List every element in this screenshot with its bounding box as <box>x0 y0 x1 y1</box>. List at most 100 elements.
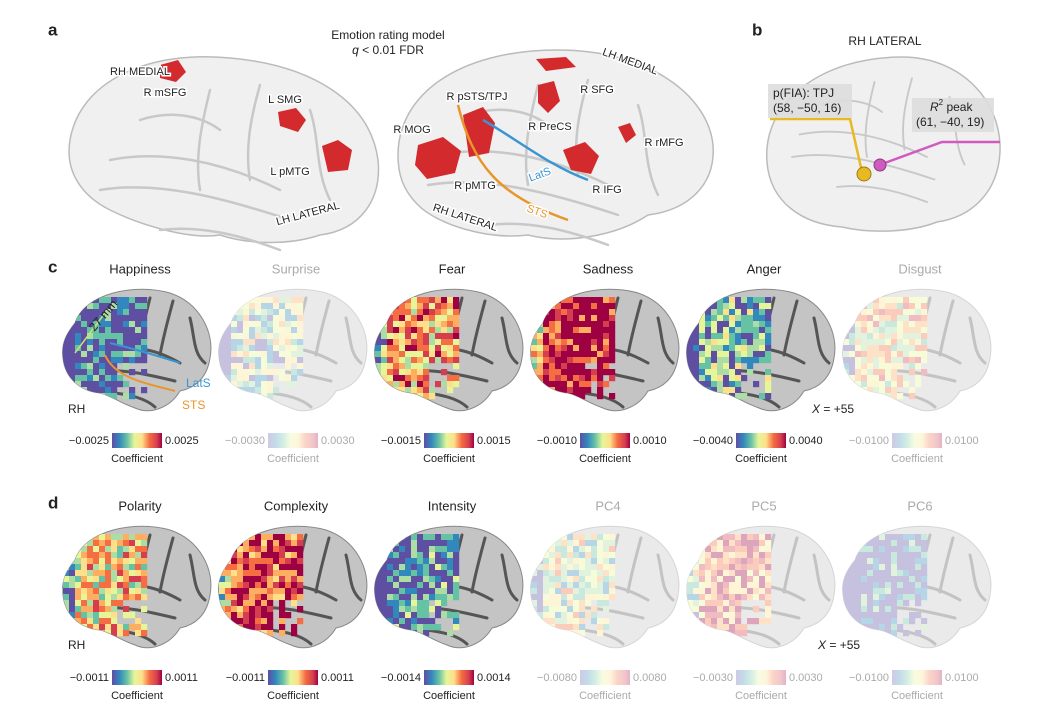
heat-cell <box>753 303 760 310</box>
heat-cell <box>567 297 574 304</box>
heat-cell <box>747 552 754 559</box>
heat-cell <box>711 564 718 571</box>
heat-cell <box>237 630 244 637</box>
heat-cell <box>597 333 604 340</box>
heat-cell <box>842 375 844 382</box>
panel-label: c <box>48 257 57 276</box>
heat-cell <box>686 600 688 607</box>
heat-cell <box>231 303 238 310</box>
heat-cell <box>387 321 394 328</box>
heat-cell <box>849 339 856 346</box>
heat-cell <box>243 357 250 364</box>
heat-cell <box>219 624 226 631</box>
heat-cell <box>842 594 844 601</box>
heat-cell <box>765 534 772 541</box>
heat-cell <box>285 309 292 316</box>
heat-cell <box>219 321 226 328</box>
heat-cell <box>429 624 436 631</box>
heat-cell <box>723 321 730 328</box>
heat-cell <box>417 339 424 346</box>
heat-cell <box>537 546 544 553</box>
heat-cell <box>555 351 562 358</box>
heat-cell <box>686 339 688 346</box>
heat-cell <box>267 345 274 352</box>
heat-cell <box>237 564 244 571</box>
heat-cell <box>141 582 148 589</box>
heat-cell <box>603 297 610 304</box>
heat-cell <box>279 303 286 310</box>
heat-cell <box>405 558 412 565</box>
heat-cell <box>249 357 256 364</box>
x-value: = +55 <box>820 402 854 416</box>
heat-cell <box>225 339 232 346</box>
heat-cell <box>105 582 112 589</box>
heat-cell <box>231 618 238 625</box>
brain-map <box>374 525 524 649</box>
heat-cell <box>861 606 868 613</box>
heat-cell <box>435 321 442 328</box>
heat-cell <box>861 309 868 316</box>
heat-cell <box>135 321 142 328</box>
heat-cell <box>249 381 256 388</box>
heat-cell <box>855 582 862 589</box>
heat-cell <box>729 351 736 358</box>
heat-cell <box>561 570 568 577</box>
heat-cell <box>231 297 238 304</box>
heat-cell <box>915 303 922 310</box>
colorbar-max: 0.0080 <box>633 672 667 684</box>
r2-rest: peak <box>943 100 973 114</box>
heat-cell <box>543 333 550 340</box>
heat-cell <box>573 321 580 328</box>
heat-cell <box>243 333 250 340</box>
heat-cell <box>735 327 742 334</box>
heat-cell <box>63 558 70 565</box>
heat-cell <box>374 576 376 583</box>
heat-cell <box>62 381 64 388</box>
heat-cell <box>687 387 694 394</box>
heat-cell <box>699 351 706 358</box>
heat-cell <box>861 588 868 595</box>
heat-cell <box>849 600 856 607</box>
view-label: RH LATERAL <box>848 34 921 48</box>
heat-cell <box>729 600 736 607</box>
heat-cell <box>405 570 412 577</box>
heat-cell <box>297 618 304 625</box>
heat-cell <box>705 381 712 388</box>
heat-cell <box>374 600 376 607</box>
heat-cell <box>530 339 532 346</box>
heat-cell <box>399 576 406 583</box>
heat-cell <box>423 363 430 370</box>
heat-cell <box>843 624 850 631</box>
heat-cell <box>687 303 694 310</box>
heat-cell <box>435 297 442 304</box>
heat-cell <box>87 630 94 637</box>
heat-cell <box>447 321 454 328</box>
heat-cell <box>603 321 610 328</box>
heat-cell <box>231 321 238 328</box>
heat-cell <box>693 576 700 583</box>
heat-cell <box>393 564 400 571</box>
heat-cell <box>261 375 268 382</box>
heat-cell <box>579 375 586 382</box>
fia-coords: (58, −50, 16) <box>773 101 841 115</box>
heat-cell <box>417 606 424 613</box>
heat-cell <box>585 558 592 565</box>
heat-cell <box>381 333 388 340</box>
heat-cell <box>435 582 442 589</box>
heat-cell <box>591 333 598 340</box>
heat-cell <box>243 345 250 352</box>
heat-cell <box>405 564 412 571</box>
heat-cell <box>693 630 700 637</box>
heat-cell <box>711 606 718 613</box>
heat-cell <box>375 618 382 625</box>
heat-cell <box>531 393 538 400</box>
heat-cell <box>699 570 706 577</box>
heat-cell <box>231 375 238 382</box>
heat-cell <box>69 612 76 619</box>
heat-cell <box>729 570 736 577</box>
heat-cell <box>447 576 454 583</box>
heat-cell <box>129 387 136 394</box>
heat-cell <box>842 303 844 310</box>
heat-cell <box>225 576 232 583</box>
heat-cell <box>842 357 844 364</box>
